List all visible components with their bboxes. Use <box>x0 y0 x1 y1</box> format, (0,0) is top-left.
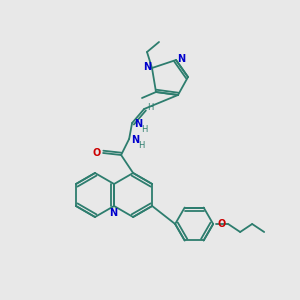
Text: N: N <box>134 119 142 129</box>
Text: N: N <box>143 62 151 72</box>
Text: N: N <box>131 135 139 145</box>
Text: H: H <box>147 103 153 112</box>
Text: N: N <box>109 208 117 218</box>
Text: N: N <box>177 54 185 64</box>
Text: H: H <box>141 125 147 134</box>
Text: O: O <box>217 219 225 229</box>
Text: H: H <box>138 142 144 151</box>
Text: O: O <box>93 148 101 158</box>
